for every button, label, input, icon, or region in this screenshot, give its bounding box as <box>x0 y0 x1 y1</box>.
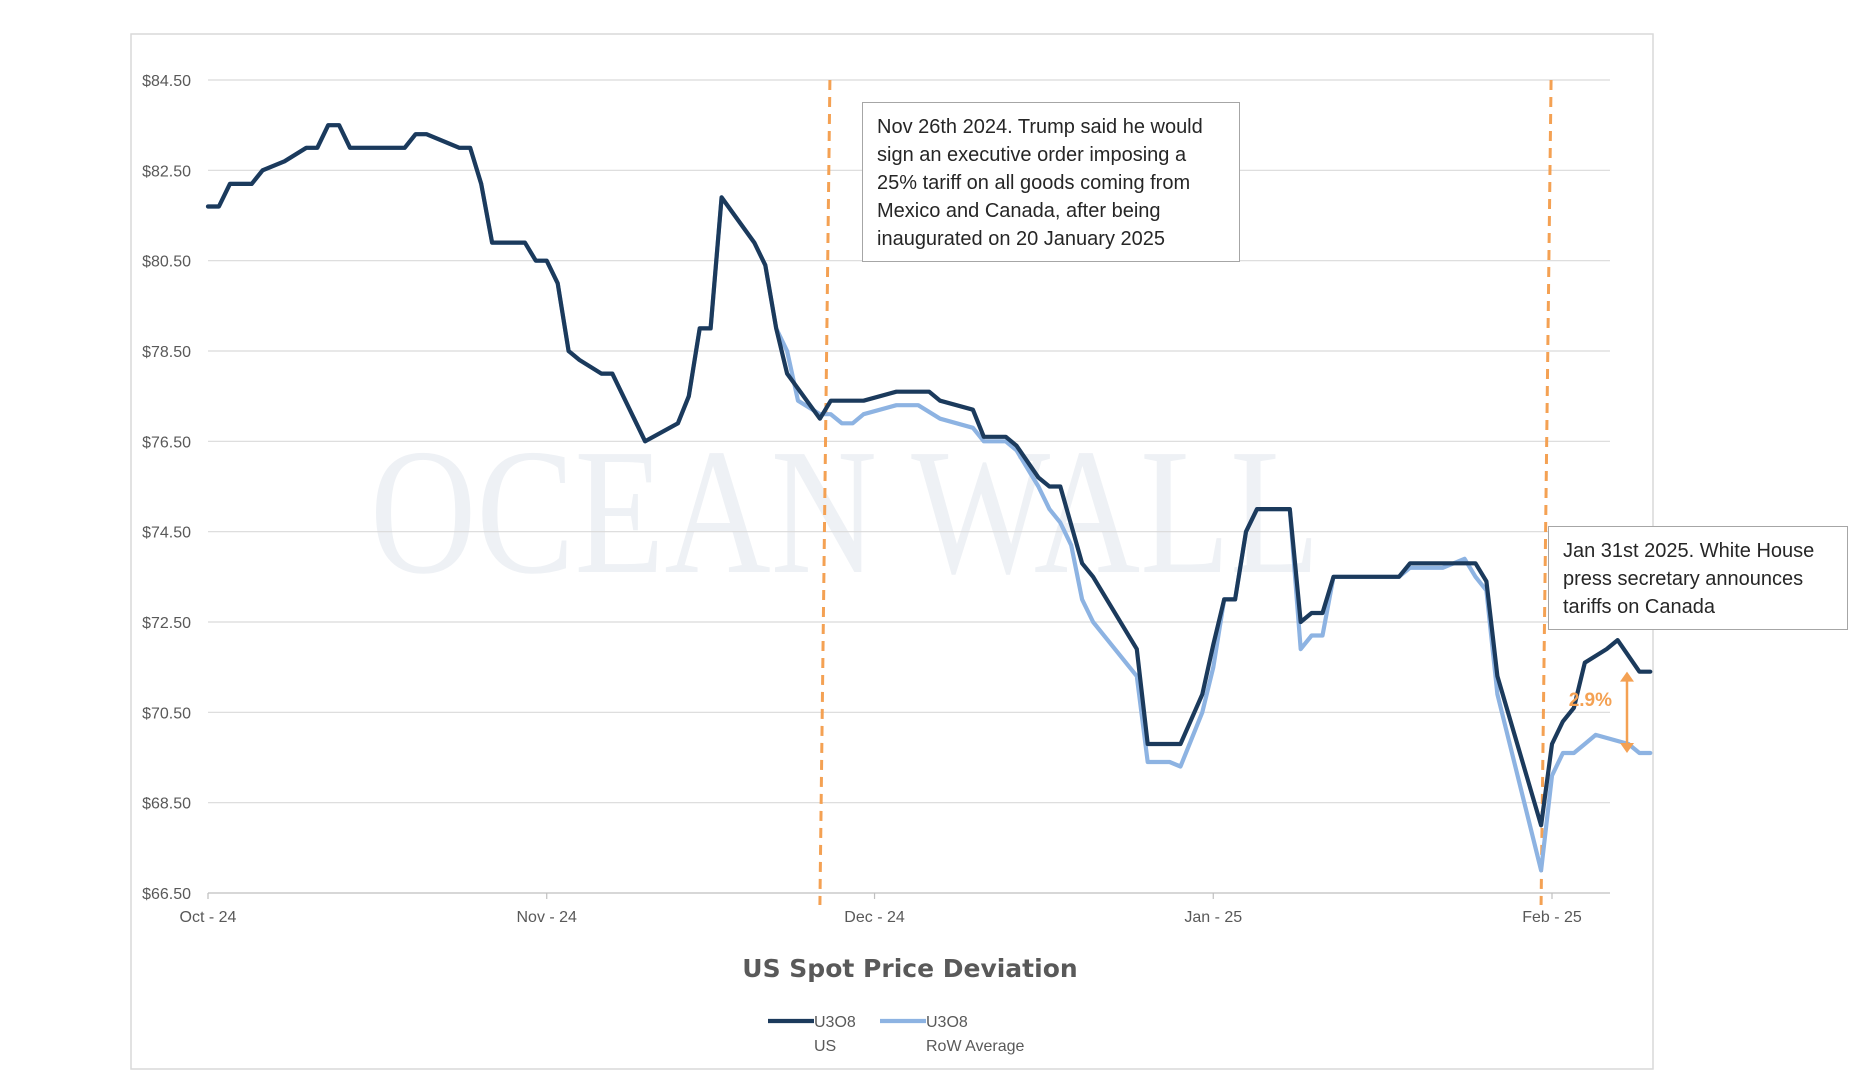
event-line <box>1539 79 1553 906</box>
event-line <box>818 79 832 906</box>
annotation-jan31-text: Jan 31st 2025. White House press secreta… <box>1563 540 1815 618</box>
x-tick-label: Dec - 24 <box>844 909 905 926</box>
y-tick-label: $76.50 <box>142 434 191 451</box>
x-tick-label: Nov - 24 <box>516 909 577 926</box>
x-tick-label: Feb - 25 <box>1522 909 1582 926</box>
x-axis-ticks: Oct - 24 Nov - 24 Dec - 24 Jan - 25 Feb - 25 <box>180 893 1582 926</box>
y-tick-label: $74.50 <box>142 525 191 542</box>
annotation-jan31: Jan 31st 2025. White House press secreta… <box>1548 526 1848 630</box>
event-lines <box>818 79 1553 906</box>
y-tick-label: $82.50 <box>142 163 191 180</box>
x-tick-label: Jan - 25 <box>1184 909 1242 926</box>
legend-label: US <box>814 1038 836 1055</box>
y-tick-label: $72.50 <box>142 615 191 632</box>
legend-label: U3O8 <box>926 1014 968 1031</box>
y-tick-label: $78.50 <box>142 344 191 361</box>
gap-label: 2.9% <box>1569 690 1612 711</box>
y-tick-label: $68.50 <box>142 796 191 813</box>
annotation-nov26-text: Nov 26th 2024. Trump said he would sign … <box>877 116 1203 250</box>
gap-arrow-head-top <box>1620 671 1634 682</box>
y-tick-label: $84.50 <box>142 73 191 90</box>
series-lines <box>205 123 1653 873</box>
series-line <box>205 123 1653 828</box>
annotation-nov26: Nov 26th 2024. Trump said he would sign … <box>862 102 1240 262</box>
y-tick-label: $70.50 <box>142 705 191 722</box>
y-axis-ticks: $66.50 $68.50 $70.50 $72.50 $74.50 $76.50 $78.… <box>142 73 191 903</box>
legend-label: U3O8 <box>814 1014 856 1031</box>
x-tick-label: Oct - 24 <box>180 909 237 926</box>
legend: U3O8 US U3O8 RoW Average <box>768 1014 1025 1055</box>
grid-lines <box>208 79 1610 894</box>
gap-marker: 2.9% <box>1569 671 1634 753</box>
chart-title: US Spot Price Deviation <box>742 954 1077 983</box>
y-tick-label: $80.50 <box>142 254 191 271</box>
legend-label: RoW Average <box>926 1038 1025 1055</box>
gap-arrow-head-bottom <box>1620 742 1634 753</box>
watermark-text: OCEAN WALL <box>370 412 1320 611</box>
y-tick-label: $66.50 <box>142 886 191 903</box>
